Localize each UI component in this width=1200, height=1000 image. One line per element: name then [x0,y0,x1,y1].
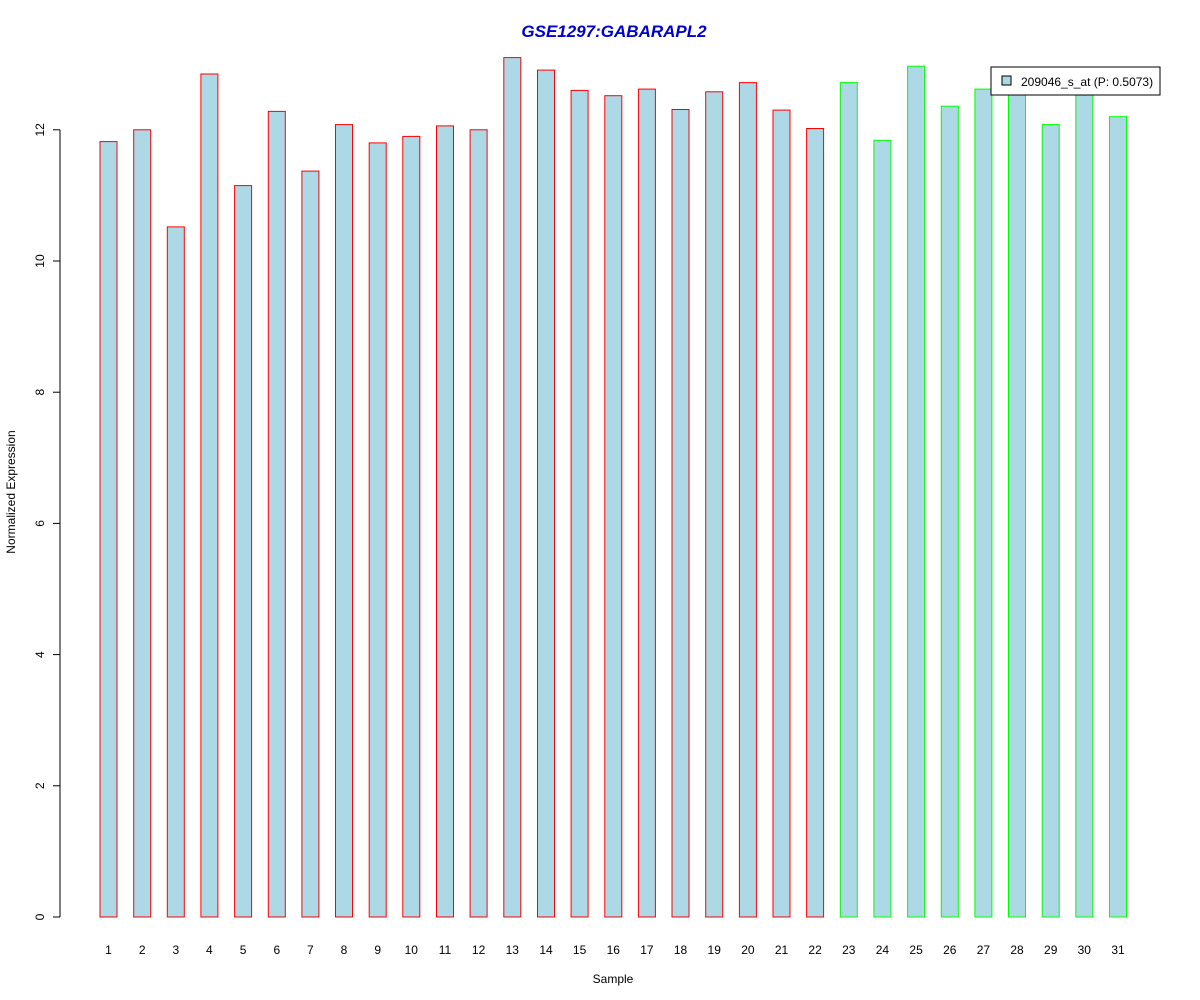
legend-label: 209046_s_at (P: 0.5073) [1021,75,1153,89]
bar-sample-1 [99,141,118,918]
bar-sample-16 [604,95,623,918]
x-tick-label: 26 [943,943,957,957]
x-tick-label: 15 [573,943,587,957]
x-tick-label: 10 [405,943,419,957]
bar-sample-9 [368,142,387,918]
y-tick-label: 8 [33,389,47,396]
x-tick-label: 23 [842,943,856,957]
bar-sample-24 [873,139,892,918]
bar-sample-7 [301,170,320,918]
x-tick-label: 11 [439,943,452,957]
bar-sample-18 [671,109,690,918]
chart-title: GSE1297:GABARAPL2 [521,22,707,41]
x-tick-label: 18 [674,943,688,957]
x-tick-label: 28 [1010,943,1024,957]
y-axis-title: Normalized Expression [4,430,18,553]
x-tick-label: 29 [1044,943,1058,957]
x-tick-labels: 1 2 3 4 5 6 7 8 9 10 11 12 13 14 15 16 17 18 19 20 21 22 23 24 2… [105,943,1125,957]
bar-sample-30 [1075,82,1094,918]
x-tick-label: 12 [472,943,486,957]
legend: 209046_s_at (P: 0.5073) [990,66,1161,96]
x-tick-label: 14 [539,943,553,957]
bar-sample-11 [436,125,454,918]
bar-sample-5 [234,185,253,918]
bar-sample-31 [1109,116,1127,918]
y-tick-label: 0 [33,913,47,920]
x-tick-label: 17 [640,943,654,957]
bar-sample-19 [705,91,724,918]
y-tick-label: 12 [33,123,47,137]
bar-sample-28 [1008,78,1026,918]
bar-sample-22 [806,128,825,918]
bar-sample-14 [537,69,555,918]
bar-sample-3 [166,226,185,918]
y-tick-label: 2 [33,782,47,789]
x-tick-label: 5 [240,943,247,957]
bar-sample-2 [133,129,152,918]
bar-sample-13 [503,57,522,918]
bar-sample-23 [839,82,858,918]
x-tick-label: 20 [741,943,755,957]
bar-sample-6 [267,110,286,918]
y-tick-label: 4 [33,651,47,658]
x-tick-label: 16 [607,943,621,957]
x-tick-label: 4 [206,943,213,957]
x-tick-label: 27 [977,943,991,957]
bar-sample-4 [200,73,219,918]
bar-sample-29 [1041,124,1060,918]
x-tick-label: 3 [172,943,179,957]
bar-sample-25 [907,65,926,918]
bar-sample-26 [940,105,959,918]
x-tick-label: 13 [506,943,520,957]
legend-swatch [1001,75,1012,86]
bars-group [99,57,1127,918]
x-tick-label: 22 [808,943,822,957]
bar-sample-12 [469,129,488,918]
x-tick-label: 31 [1111,943,1125,957]
y-axis: 0 2 4 6 8 10 12 [33,123,61,920]
x-axis-title: Sample [593,972,634,986]
bar-sample-21 [772,109,791,918]
bar-sample-17 [637,88,656,918]
x-tick-label: 21 [775,943,789,957]
bar-sample-10 [402,135,421,918]
legend-box [990,66,1161,96]
x-tick-label: 1 [105,943,112,957]
x-tick-label: 30 [1078,943,1092,957]
bar-sample-20 [738,82,757,918]
x-tick-label: 9 [374,943,381,957]
bar-sample-8 [335,124,353,918]
bar-sample-15 [570,89,589,918]
x-tick-label: 25 [909,943,923,957]
x-tick-label: 19 [708,943,722,957]
x-tick-label: 24 [876,943,890,957]
x-tick-label: 2 [139,943,146,957]
x-tick-label: 8 [341,943,348,957]
y-tick-label: 6 [33,520,47,527]
x-tick-label: 6 [273,943,280,957]
bar-sample-27 [974,88,993,918]
x-tick-label: 7 [307,943,314,957]
y-tick-label: 10 [33,254,47,268]
